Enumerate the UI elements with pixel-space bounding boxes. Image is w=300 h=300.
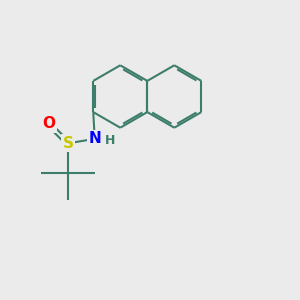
- Text: N: N: [88, 131, 101, 146]
- Text: H: H: [105, 134, 116, 147]
- Text: O: O: [42, 116, 55, 131]
- Text: S: S: [62, 136, 74, 151]
